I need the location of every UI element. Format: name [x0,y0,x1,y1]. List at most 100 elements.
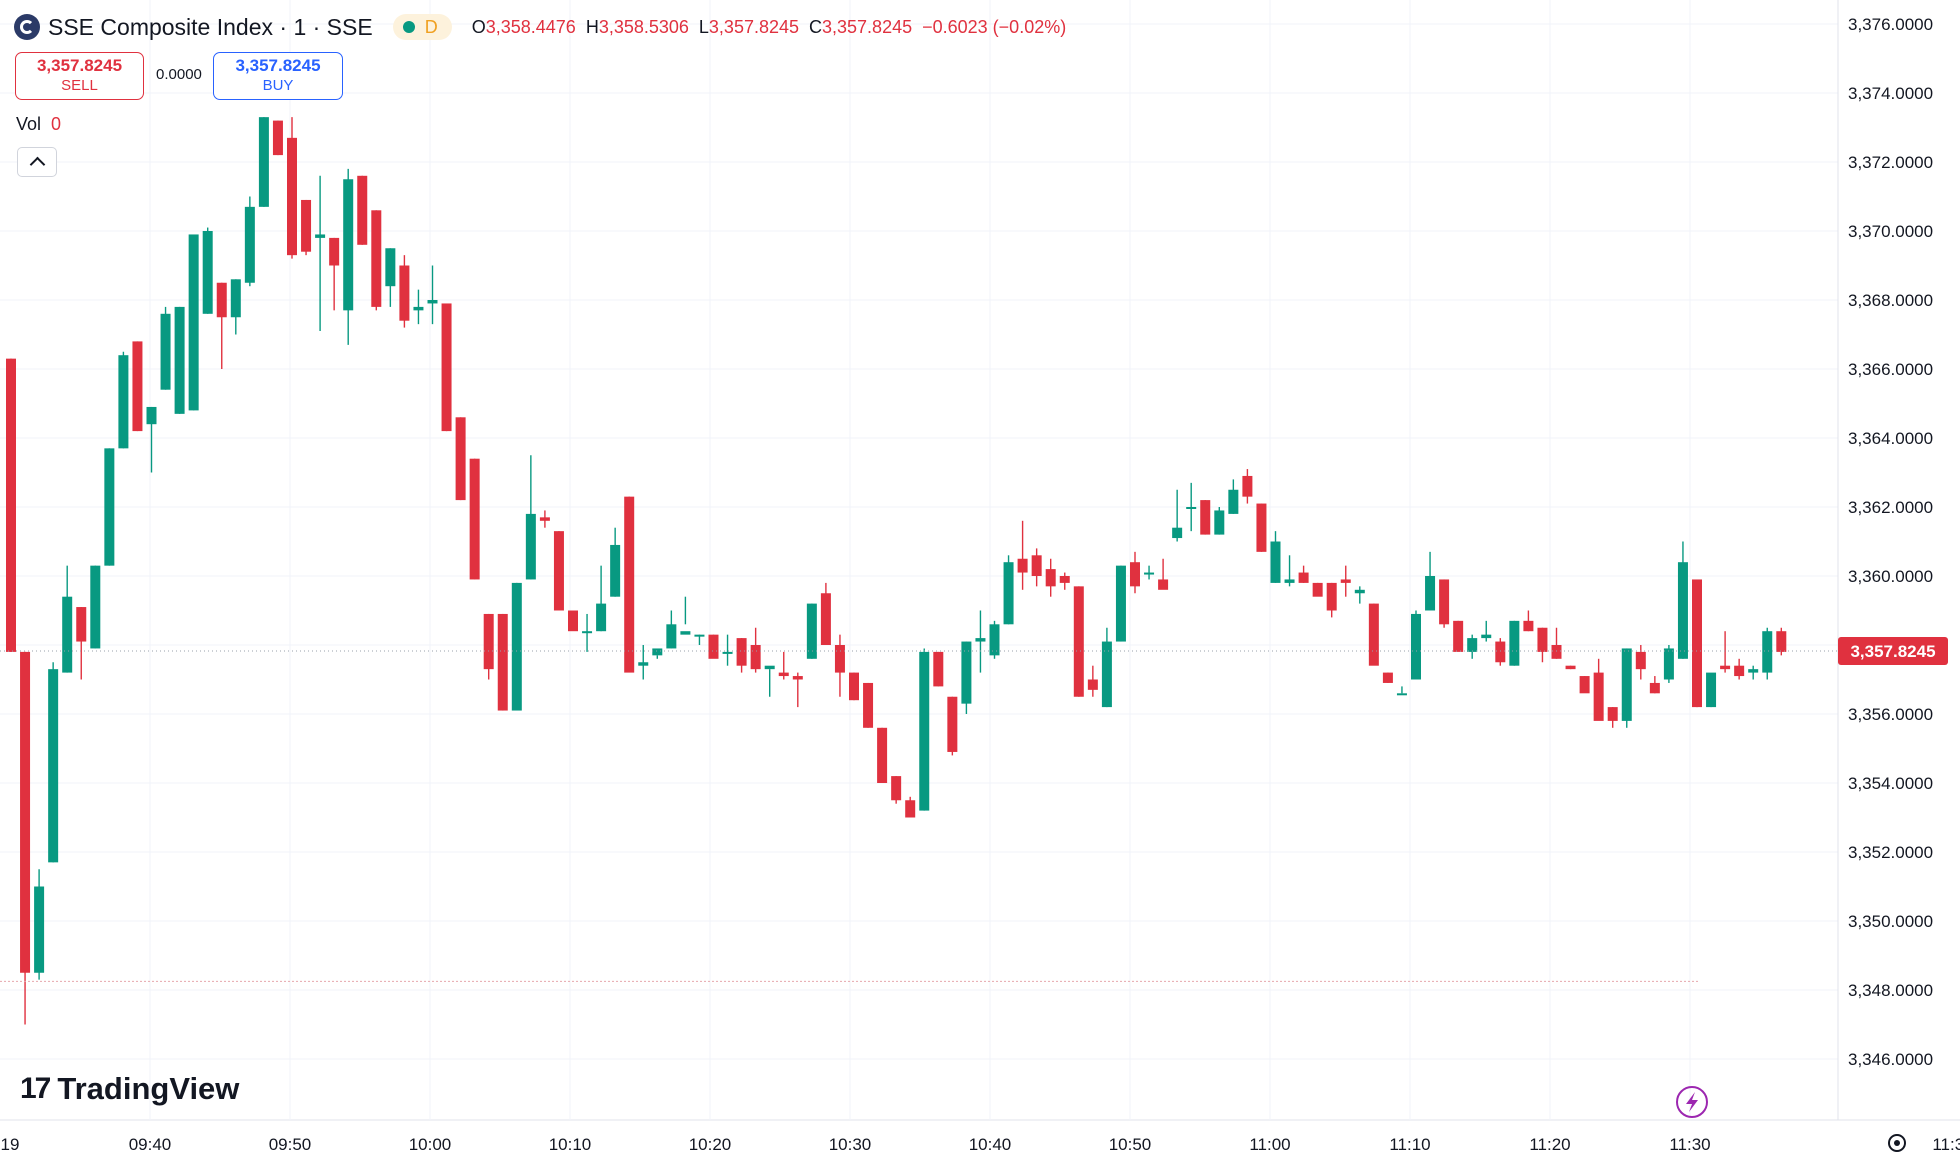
gear-icon[interactable] [1888,1134,1906,1152]
candle-body [34,886,45,973]
candle [961,641,972,714]
candle [1368,603,1379,666]
candle-body [834,645,845,673]
ohlc-values: O3,358.4476 H3,358.5306 L3,357.8245 C3,3… [472,17,1067,38]
candle [666,610,677,649]
candle [1621,648,1632,728]
candle [1256,503,1267,552]
candle-body [329,237,340,266]
candle [1453,620,1464,652]
candle [62,565,73,673]
candle-body [1340,579,1351,583]
candle [1579,676,1590,694]
ohlc-high-key: H [585,16,599,37]
candle [1214,507,1225,535]
candle-body [1649,682,1660,694]
candle-body [1031,555,1042,576]
candle [989,620,1000,659]
volume-legend[interactable]: Vol 0 [16,114,61,135]
candle [1158,558,1169,590]
candle-body [1130,562,1140,587]
candle-body [483,613,494,670]
candle [1551,627,1562,659]
data-badge-label: D [424,16,438,37]
candle-body [427,300,438,304]
candle-body [1298,572,1309,583]
candle-body [863,682,874,728]
candle-body [877,727,888,783]
collapse-legend-button[interactable] [17,147,57,177]
candle-body [553,531,564,611]
candle-body [1186,507,1197,509]
candle [553,531,564,611]
candle [258,117,269,207]
candle [1425,551,1436,611]
candle [1003,555,1014,625]
price-tick-label: 3,370.0000 [1848,222,1933,241]
candle [610,527,621,597]
candle-body [806,603,817,659]
lightning-icon[interactable] [1676,1086,1708,1118]
price-tick-label: 3,374.0000 [1848,84,1933,103]
candle-body [849,672,859,701]
time-tick-label: 09:40 [129,1135,172,1154]
ohlc-open-value: 3,358.4476 [485,16,576,37]
candle-body [1776,631,1787,652]
candle-body [975,638,986,642]
candle [1045,558,1056,597]
candle-body [1621,648,1632,721]
candle [399,255,410,328]
candle-body [1354,589,1365,594]
candle-body [1172,527,1183,539]
candle-body [666,624,677,649]
candle-body [315,234,326,238]
candle [104,448,115,566]
volume-value: 0 [51,114,62,134]
candle-body [441,303,452,432]
price-tick-label: 3,348.0000 [1848,981,1933,1000]
candle-body [1537,627,1548,652]
candle-body [1087,679,1098,690]
gear-icon-hub [1894,1140,1900,1146]
candle [1439,579,1450,628]
candle-body [90,565,101,649]
candle [1776,627,1787,656]
candle [834,634,845,697]
candle [652,648,663,659]
candle [792,672,803,708]
candle [483,613,494,680]
symbol-title[interactable]: SSE Composite Index · 1 · SSE [48,13,373,40]
time-axis: 19 09:40 09:50 10:00 10:10 10:20 10:30 10:40 10:… [1,1135,1960,1154]
tradingview-logo[interactable]: 17 TradingView [20,1071,239,1107]
sell-button[interactable]: 3,357.8245 SELL [15,52,144,100]
candle-body [469,458,480,580]
candle [1115,565,1126,642]
candle-body [1748,669,1759,673]
time-tick-label: 11:30 [1669,1135,1710,1154]
price-tick-label: 3,362.0000 [1848,498,1933,517]
candle [1593,658,1604,721]
candle [1382,672,1393,683]
candle-body [722,651,733,654]
time-tick-label: 09:50 [269,1135,312,1154]
candle [1481,620,1492,642]
price-tick-label: 3,360.0000 [1848,567,1933,586]
candle-body [989,624,1000,656]
candle [1228,479,1239,514]
buy-button[interactable]: 3,357.8245 BUY [213,52,343,100]
candle-body [1565,665,1576,670]
candle [427,265,438,325]
price-lines: 3,357.8245 [0,637,1948,1152]
candle [1396,686,1407,696]
candle-body [160,313,171,390]
price-tick-label: 3,346.0000 [1848,1050,1933,1069]
price-tick-label: 3,354.0000 [1848,774,1933,793]
candle-body [1059,576,1070,583]
volume-label: Vol [16,114,42,134]
market-status-badge[interactable]: D [392,14,452,40]
candle [1284,555,1295,587]
candle-body [244,206,255,283]
candle [1087,665,1098,697]
candle [624,496,635,673]
